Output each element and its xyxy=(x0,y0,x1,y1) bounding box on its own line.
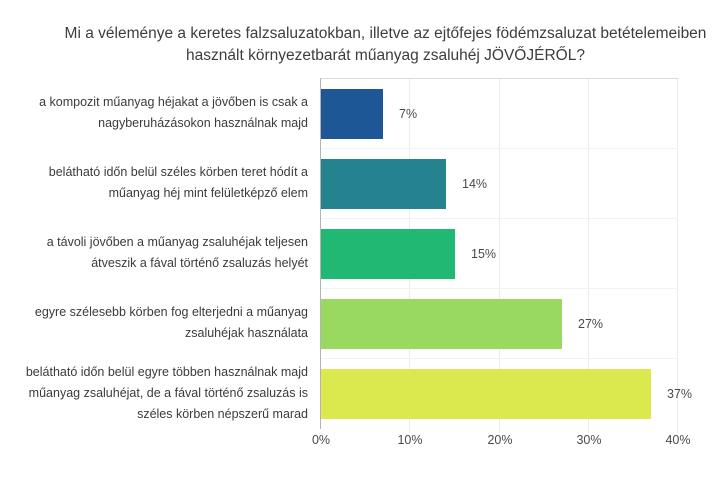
bar xyxy=(321,159,446,209)
category-label-text: a kompozit műanyag héjakat a jövőben is … xyxy=(39,95,308,130)
x-tick-label: 10% xyxy=(397,433,423,447)
x-tick-label: 20% xyxy=(487,433,513,447)
horizontal-gridline xyxy=(321,288,678,289)
category-label-text: belátható időn belül széles körben teret… xyxy=(48,165,308,200)
category-label-text: egyre szélesebb körben fog elterjedni a … xyxy=(34,305,308,340)
bar-value-label: 14% xyxy=(462,177,488,191)
category-label-text: a távoli jövőben a műanyag zsaluhéjak te… xyxy=(46,235,308,270)
horizontal-gridline xyxy=(321,218,678,219)
vertical-gridline xyxy=(588,79,589,433)
x-tick-label: 30% xyxy=(576,433,602,447)
chart-title: Mi a véleménye a keretes falzsaluzatokba… xyxy=(64,25,707,64)
category-label: egyre szélesebb körben fog elterjedni a … xyxy=(0,288,312,358)
horizontal-gridline xyxy=(321,148,678,149)
category-label: a távoli jövőben a műanyag zsaluhéjak te… xyxy=(0,218,312,288)
bar-value-label: 15% xyxy=(471,247,497,261)
vertical-gridline xyxy=(677,79,678,433)
bar-value-label: 27% xyxy=(578,317,604,331)
category-label: a kompozit műanyag héjakat a jövőben is … xyxy=(0,78,312,148)
x-tick-label: 40% xyxy=(665,433,691,447)
bar-value-label: 37% xyxy=(667,387,693,401)
category-label: belátható időn belül egyre többen haszná… xyxy=(0,358,312,428)
bar xyxy=(321,299,562,349)
x-tick-label: 0% xyxy=(311,433,331,447)
bar-value-label: 7% xyxy=(399,107,418,121)
bar xyxy=(321,229,455,279)
bar xyxy=(321,369,651,419)
category-label: belátható időn belül széles körben teret… xyxy=(0,148,312,218)
vertical-gridline xyxy=(499,79,500,433)
horizontal-gridline xyxy=(321,358,678,359)
category-label-text: belátható időn belül egyre többen haszná… xyxy=(25,364,308,421)
bar xyxy=(321,89,383,139)
plot-area: 7% 14% 15% 27% 37% xyxy=(320,78,692,433)
